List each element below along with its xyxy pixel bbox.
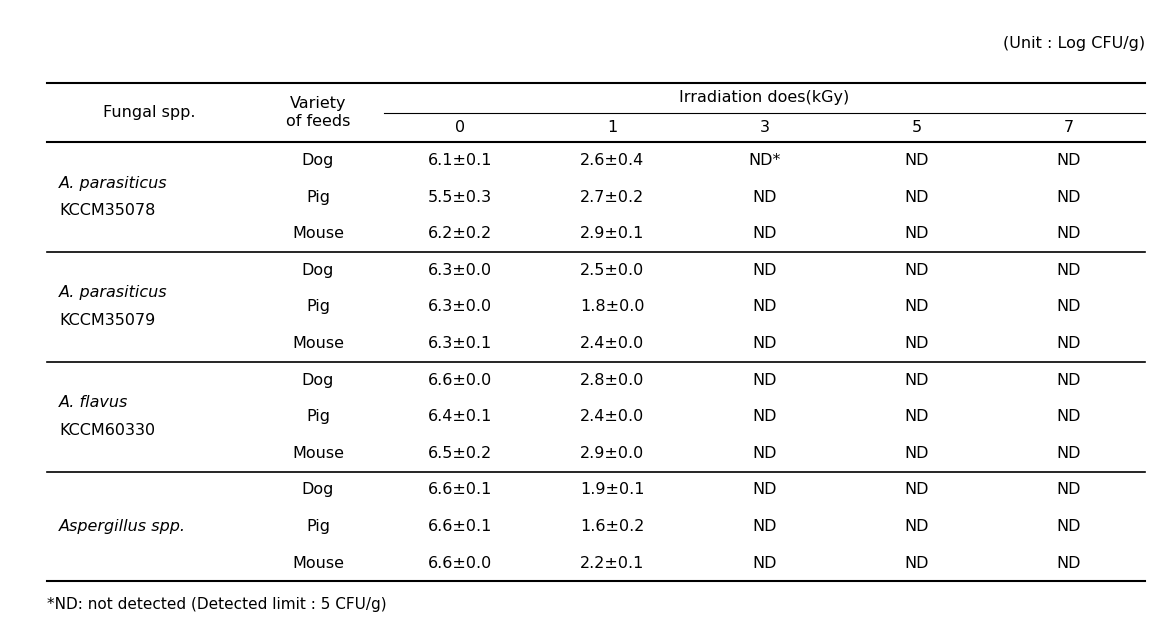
Text: Aspergillus spp.: Aspergillus spp. bbox=[60, 519, 186, 534]
Text: 7: 7 bbox=[1064, 120, 1073, 135]
Text: ND: ND bbox=[1056, 226, 1080, 241]
Text: ND: ND bbox=[904, 226, 929, 241]
Text: 1.8±0.0: 1.8±0.0 bbox=[580, 300, 645, 314]
Text: ND: ND bbox=[752, 446, 777, 461]
Text: ND: ND bbox=[1056, 373, 1080, 388]
Text: 2.6±0.4: 2.6±0.4 bbox=[580, 153, 645, 168]
Text: ND: ND bbox=[752, 482, 777, 497]
Text: Pig: Pig bbox=[306, 519, 329, 534]
Text: 6.3±0.0: 6.3±0.0 bbox=[427, 300, 492, 314]
Text: ND: ND bbox=[1056, 556, 1080, 571]
Text: ND: ND bbox=[752, 336, 777, 351]
Text: A. flavus: A. flavus bbox=[60, 396, 128, 410]
Text: 2.5±0.0: 2.5±0.0 bbox=[580, 263, 645, 278]
Text: ND: ND bbox=[904, 446, 929, 461]
Text: Dog: Dog bbox=[301, 482, 334, 497]
Text: Mouse: Mouse bbox=[292, 226, 343, 241]
Text: KCCM35079: KCCM35079 bbox=[60, 313, 155, 328]
Text: 2.7±0.2: 2.7±0.2 bbox=[580, 190, 645, 204]
Text: ND: ND bbox=[1056, 153, 1080, 168]
Text: 3: 3 bbox=[759, 120, 770, 135]
Text: Pig: Pig bbox=[306, 409, 329, 424]
Text: ND: ND bbox=[752, 519, 777, 534]
Text: *ND: not detected (Detected limit : 5 CFU/g): *ND: not detected (Detected limit : 5 CF… bbox=[47, 597, 387, 612]
Text: ND: ND bbox=[752, 226, 777, 241]
Text: ND: ND bbox=[1056, 409, 1080, 424]
Text: ND: ND bbox=[1056, 519, 1080, 534]
Text: 2.9±0.1: 2.9±0.1 bbox=[580, 226, 645, 241]
Text: 2.4±0.0: 2.4±0.0 bbox=[580, 409, 645, 424]
Text: ND: ND bbox=[904, 519, 929, 534]
Text: 6.1±0.1: 6.1±0.1 bbox=[427, 153, 493, 168]
Text: 6.6±0.0: 6.6±0.0 bbox=[427, 556, 492, 571]
Text: 2.9±0.0: 2.9±0.0 bbox=[580, 446, 645, 461]
Text: KCCM35078: KCCM35078 bbox=[60, 203, 155, 219]
Text: ND*: ND* bbox=[749, 153, 780, 168]
Text: ND: ND bbox=[1056, 300, 1080, 314]
Text: 6.5±0.2: 6.5±0.2 bbox=[427, 446, 492, 461]
Text: KCCM60330: KCCM60330 bbox=[60, 423, 155, 438]
Text: Pig: Pig bbox=[306, 190, 329, 204]
Text: ND: ND bbox=[1056, 190, 1080, 204]
Text: Mouse: Mouse bbox=[292, 336, 343, 351]
Text: ND: ND bbox=[904, 263, 929, 278]
Text: 6.6±0.0: 6.6±0.0 bbox=[427, 373, 492, 388]
Text: ND: ND bbox=[904, 482, 929, 497]
Text: ND: ND bbox=[904, 556, 929, 571]
Text: ND: ND bbox=[752, 409, 777, 424]
Text: Irradiation does(kGy): Irradiation does(kGy) bbox=[680, 90, 849, 105]
Text: Dog: Dog bbox=[301, 263, 334, 278]
Text: 6.2±0.2: 6.2±0.2 bbox=[427, 226, 492, 241]
Text: 0: 0 bbox=[456, 120, 465, 135]
Text: 1.6±0.2: 1.6±0.2 bbox=[580, 519, 645, 534]
Text: 1: 1 bbox=[607, 120, 618, 135]
Text: Pig: Pig bbox=[306, 300, 329, 314]
Text: A. parasiticus: A. parasiticus bbox=[60, 286, 168, 300]
Text: ND: ND bbox=[752, 556, 777, 571]
Text: 1.9±0.1: 1.9±0.1 bbox=[580, 482, 645, 497]
Text: (Unit : Log CFU/g): (Unit : Log CFU/g) bbox=[1002, 36, 1145, 51]
Text: ND: ND bbox=[904, 373, 929, 388]
Text: ND: ND bbox=[904, 336, 929, 351]
Text: 2.8±0.0: 2.8±0.0 bbox=[580, 373, 645, 388]
Text: 6.3±0.1: 6.3±0.1 bbox=[427, 336, 492, 351]
Text: ND: ND bbox=[904, 409, 929, 424]
Text: ND: ND bbox=[1056, 263, 1080, 278]
Text: Variety
of feeds: Variety of feeds bbox=[286, 96, 350, 129]
Text: Dog: Dog bbox=[301, 153, 334, 168]
Text: ND: ND bbox=[904, 153, 929, 168]
Text: 6.4±0.1: 6.4±0.1 bbox=[427, 409, 492, 424]
Text: Mouse: Mouse bbox=[292, 556, 343, 571]
Text: ND: ND bbox=[752, 263, 777, 278]
Text: 5.5±0.3: 5.5±0.3 bbox=[427, 190, 492, 204]
Text: Dog: Dog bbox=[301, 373, 334, 388]
Text: Fungal spp.: Fungal spp. bbox=[103, 105, 195, 120]
Text: ND: ND bbox=[1056, 446, 1080, 461]
Text: ND: ND bbox=[752, 190, 777, 204]
Text: ND: ND bbox=[752, 373, 777, 388]
Text: ND: ND bbox=[1056, 482, 1080, 497]
Text: 2.2±0.1: 2.2±0.1 bbox=[580, 556, 645, 571]
Text: ND: ND bbox=[904, 300, 929, 314]
Text: ND: ND bbox=[752, 300, 777, 314]
Text: 6.6±0.1: 6.6±0.1 bbox=[427, 519, 492, 534]
Text: A. parasiticus: A. parasiticus bbox=[60, 176, 168, 190]
Text: 5: 5 bbox=[911, 120, 922, 135]
Text: 6.3±0.0: 6.3±0.0 bbox=[427, 263, 492, 278]
Text: 6.6±0.1: 6.6±0.1 bbox=[427, 482, 492, 497]
Text: Mouse: Mouse bbox=[292, 446, 343, 461]
Text: 2.4±0.0: 2.4±0.0 bbox=[580, 336, 645, 351]
Text: ND: ND bbox=[1056, 336, 1080, 351]
Text: ND: ND bbox=[904, 190, 929, 204]
